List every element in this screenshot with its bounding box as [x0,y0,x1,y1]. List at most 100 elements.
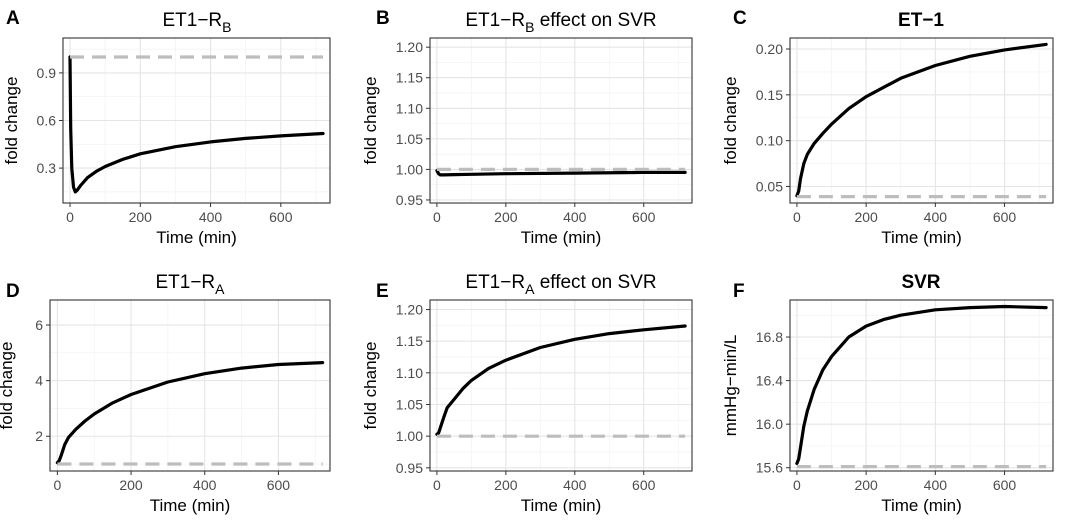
x-tick-label: 200 [854,477,878,493]
y-tick-label: 0.9 [37,65,57,81]
model-curve-line [68,55,325,194]
y-tick-label: 1.15 [396,333,423,349]
plot-frame [49,299,331,472]
panel-title: ET1−RB effect on SVR [465,10,656,35]
y-tick-label: 16.8 [756,329,783,345]
y-tick-label: 0.95 [396,192,423,208]
plot-frame [429,37,693,204]
panel-title: SVR [901,272,940,293]
model-curve-line [795,42,1048,198]
x-axis-label: Time (min) [156,228,237,247]
y-tick-label: 1.05 [396,397,423,413]
y-tick-label: 1.00 [396,161,423,177]
x-tick-label: 200 [854,209,878,225]
model-curve-line [435,324,687,436]
y-axis-label: fold change [361,77,380,165]
model-curve-line [435,169,687,177]
x-tick-label: 0 [793,477,801,493]
plot-frame [429,299,693,472]
panel-title-main: ET1−R [162,10,222,31]
panel-title-suffix: effect on SVR [534,10,656,31]
panel-title-subscript: B [222,19,231,35]
panel-a: 0 200 400 600 0.3 0.6 0.9 Time (min) fold change… [2,8,331,247]
y-tick-label: 0.15 [756,87,783,103]
x-axis-label: Time (min) [521,228,602,247]
panel-letter: A [6,8,20,29]
panel-d: 0 200 400 600 2 4 6 Time (min) fold change D ET1−R… [0,272,331,515]
plot-frame [789,37,1054,204]
panel-letter: C [733,8,747,29]
x-tick-label: 200 [494,477,518,493]
x-tick-label: 600 [632,477,656,493]
panel-title-main: ET−1 [898,10,944,31]
y-tick-label: 0.10 [756,133,783,149]
x-tick-label: 0 [433,477,441,493]
x-tick-label: 600 [993,477,1017,493]
y-tick-label: 1.10 [396,100,423,116]
y-axis-label: fold change [2,77,21,165]
panel-letter: B [376,8,390,29]
panel-f: 0 200 400 600 15.6 16.0 16.4 16.8 Time (min) mmHg… [721,272,1054,515]
y-tick-label: 1.20 [396,39,423,55]
panel-title-subscript: A [215,281,225,297]
panel-letter: F [733,281,745,302]
panel-title: ET1−RB [162,10,231,35]
y-tick-label: 1.00 [396,428,423,444]
x-axis-label: Time (min) [521,496,602,515]
x-tick-label: 400 [563,209,587,225]
y-tick-label: 16.4 [756,373,783,389]
panel-title: ET−1 [898,10,944,31]
panel-letter: D [6,281,20,302]
y-axis-label: mmHg−min/L [721,335,740,437]
panel-title: ET1−RA effect on SVR [465,272,656,297]
y-tick-label: 1.05 [396,131,423,147]
x-tick-label: 400 [924,477,948,493]
panel-title-subscript: B [525,19,534,35]
y-tick-label: 0.95 [396,460,423,476]
x-tick-label: 0 [53,477,61,493]
panel-letter: E [376,281,389,302]
y-tick-label: 0.3 [37,160,57,176]
x-tick-label: 600 [632,209,656,225]
y-tick-label: 0.6 [37,113,57,129]
y-tick-label: 4 [35,373,43,389]
x-tick-label: 600 [267,477,291,493]
panel-e: 0 200 400 600 0.95 1.00 1.05 1.10 1.15 1.20 Time (… [361,272,693,515]
x-tick-label: 600 [993,209,1017,225]
x-tick-label: 200 [119,477,143,493]
x-tick-label: 0 [793,209,801,225]
y-tick-label: 0.20 [756,41,783,57]
y-tick-label: 1.15 [396,70,423,86]
plot-background [790,300,1053,471]
x-tick-label: 400 [199,209,223,225]
y-tick-label: 1.20 [396,302,423,318]
panel-title-main: ET1−R [465,272,525,293]
x-tick-label: 400 [193,477,217,493]
x-axis-label: Time (min) [150,496,231,515]
panel-title: ET1−RA [155,272,225,297]
model-curve-line [55,361,325,465]
y-tick-label: 1.10 [396,365,423,381]
plot-background [50,300,330,471]
panel-b: 0 200 400 600 0.95 1.00 1.05 1.10 1.15 1.20 Time (… [361,8,693,247]
plot-frame [789,299,1054,472]
x-tick-label: 400 [563,477,587,493]
y-tick-label: 6 [35,317,43,333]
panel-title-main: ET1−R [155,272,215,293]
x-tick-label: 0 [66,209,74,225]
y-tick-label: 2 [35,428,43,444]
panel-title-main: ET1−R [465,10,525,31]
x-tick-label: 400 [924,209,948,225]
x-axis-label: Time (min) [881,228,962,247]
y-tick-label: 16.0 [756,416,783,432]
x-tick-label: 600 [269,209,293,225]
x-axis-label: Time (min) [881,496,962,515]
y-tick-label: 15.6 [756,460,783,476]
x-tick-label: 200 [129,209,153,225]
y-axis-label: fold change [0,342,16,430]
panel-title-subscript: A [525,281,535,297]
model-curve-line [795,304,1048,465]
x-tick-label: 0 [433,209,441,225]
y-tick-label: 0.05 [756,179,783,195]
